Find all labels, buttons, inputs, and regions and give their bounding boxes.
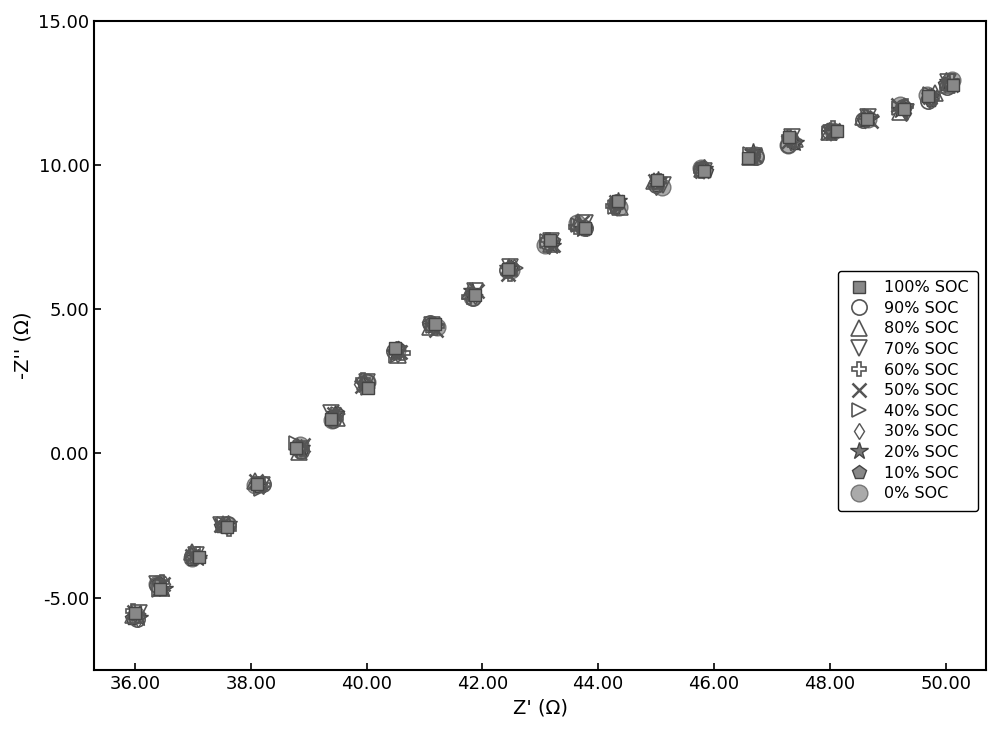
X-axis label: Z' (Ω): Z' (Ω) bbox=[513, 698, 568, 717]
Legend: 100% SOC, 90% SOC, 80% SOC, 70% SOC, 60% SOC, 50% SOC, 40% SOC, 30% SOC, 20% SOC: 100% SOC, 90% SOC, 80% SOC, 70% SOC, 60%… bbox=[838, 270, 978, 511]
Y-axis label: -Z'' (Ω): -Z'' (Ω) bbox=[14, 311, 33, 379]
